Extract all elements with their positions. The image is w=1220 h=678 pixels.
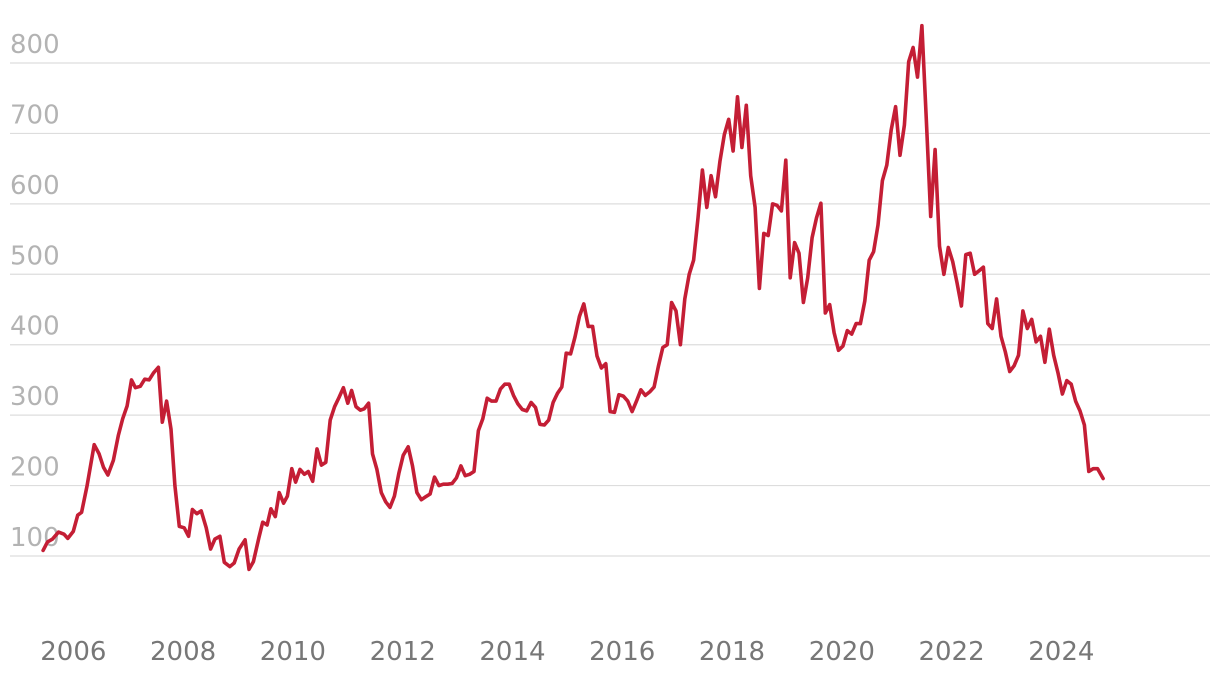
x-tick-label: 2020 <box>809 637 875 667</box>
x-tick-label: 2016 <box>589 637 655 667</box>
x-tick-label: 2024 <box>1028 637 1094 667</box>
series-line <box>41 23 1105 572</box>
x-tick-label: 2012 <box>370 637 436 667</box>
x-tick-label: 2010 <box>260 637 326 667</box>
x-tick-label: 2022 <box>918 637 984 667</box>
x-tick-label: 2008 <box>150 637 216 667</box>
x-tick-label: 2006 <box>40 637 106 667</box>
y-tick-label: 700 <box>10 100 60 130</box>
y-tick-label: 200 <box>10 453 60 483</box>
y-tick-label: 800 <box>10 30 60 60</box>
x-axis-ticks: 2006 2008 2010 2012 2014 2016 2018 2020 2022 2024 <box>40 637 1094 667</box>
y-tick-label: 500 <box>10 241 60 271</box>
x-tick-label: 2018 <box>699 637 765 667</box>
y-tick-label: 600 <box>10 171 60 201</box>
y-tick-label: 400 <box>10 312 60 342</box>
y-tick-label: 300 <box>10 382 60 412</box>
series-layer <box>41 23 1105 572</box>
x-tick-label: 2014 <box>479 637 545 667</box>
gridlines <box>10 62 1210 557</box>
